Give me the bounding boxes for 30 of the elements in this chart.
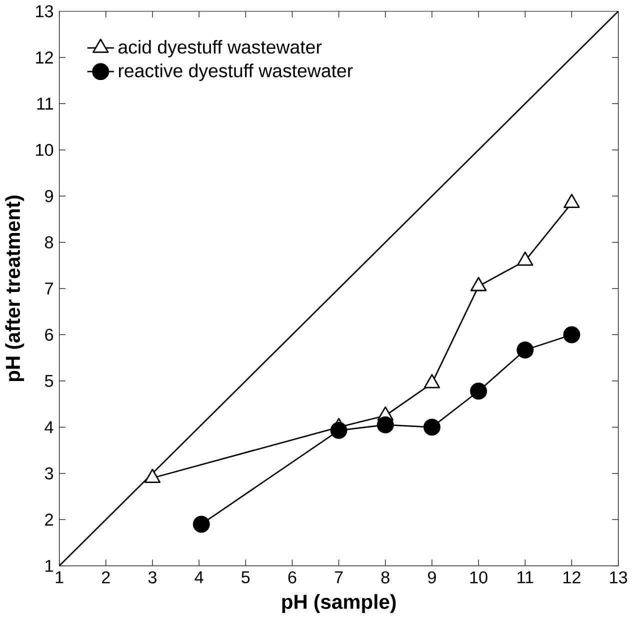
y-tick-label: 4 — [44, 421, 54, 433]
x-tick-label: 2 — [102, 571, 110, 584]
x-tick-label: 10 — [470, 571, 488, 584]
legend-label: acid dyestuff wastewater — [118, 40, 322, 58]
x-tick-label: 11 — [518, 571, 534, 584]
y-axis-title: pH (after treatment) — [5, 196, 24, 381]
y-tick-label: 13 — [36, 5, 54, 18]
y-tick-label: 8 — [45, 236, 54, 248]
x-tick-label: 3 — [148, 571, 156, 584]
y-tick-label: 11 — [37, 98, 53, 110]
x-tick-label: 12 — [563, 571, 580, 584]
y-tick-label: 9 — [45, 190, 53, 202]
x-tick-label: 6 — [288, 571, 296, 584]
legend-label: reactive dyestuff wastewater — [118, 64, 353, 81]
y-tick-label: 7 — [45, 282, 53, 294]
x-tick-label: 9 — [428, 571, 436, 584]
x-tick-label: 5 — [242, 571, 250, 584]
x-tick-label: 1 — [56, 571, 64, 584]
x-tick-label: 8 — [381, 571, 390, 584]
x-tick-label: 13 — [610, 571, 628, 584]
y-tick-label: 5 — [44, 374, 54, 387]
y-tick-label: 12 — [36, 51, 53, 64]
x-tick-label: 7 — [334, 571, 343, 584]
y-tick-label: 3 — [44, 467, 54, 480]
y-tick-label: 10 — [36, 144, 54, 156]
y-tick-label: 1 — [46, 560, 53, 572]
y-tick-label: 6 — [45, 328, 54, 341]
x-axis-title: pH (sample) — [282, 594, 396, 613]
y-tick-label: 2 — [45, 514, 53, 526]
x-tick-label: 4 — [194, 571, 204, 584]
